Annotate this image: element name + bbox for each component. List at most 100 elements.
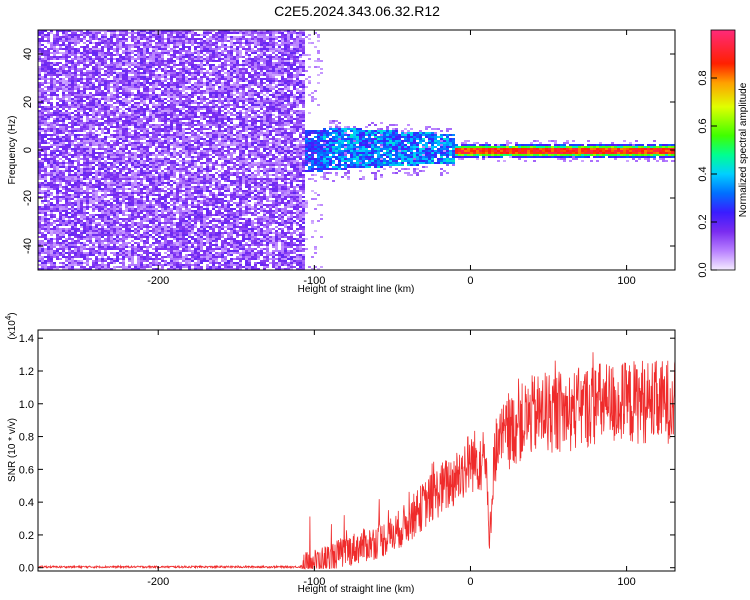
heatmap-cell bbox=[188, 82, 191, 84]
heatmap-cell bbox=[95, 196, 98, 198]
heatmap-cell bbox=[134, 236, 137, 238]
heatmap-cell bbox=[137, 236, 140, 238]
heatmap-cell bbox=[107, 90, 110, 92]
heatmap-cell bbox=[179, 224, 182, 226]
heatmap-cell bbox=[95, 242, 98, 244]
heatmap-cell bbox=[83, 140, 86, 142]
heatmap-cell bbox=[143, 268, 146, 270]
heatmap-cell bbox=[125, 152, 128, 154]
heatmap-cell bbox=[152, 92, 155, 94]
heatmap-cell bbox=[107, 70, 110, 72]
heatmap-cell bbox=[80, 224, 83, 226]
heatmap-cell bbox=[188, 68, 191, 70]
heatmap-cell bbox=[56, 228, 59, 230]
heatmap-cell bbox=[44, 250, 47, 252]
heatmap-cell bbox=[140, 152, 143, 154]
heatmap-cell bbox=[41, 40, 44, 42]
heatmap-cell bbox=[125, 64, 128, 66]
heatmap-cell bbox=[113, 166, 116, 168]
heatmap-cell bbox=[71, 210, 74, 212]
heatmap-cell bbox=[176, 76, 179, 78]
heatmap-cell bbox=[74, 202, 77, 204]
heatmap-cell bbox=[104, 162, 107, 164]
heatmap-cell bbox=[74, 92, 77, 94]
heatmap-cell bbox=[182, 32, 185, 34]
heatmap-cell bbox=[77, 242, 80, 244]
heatmap-cell bbox=[68, 92, 71, 94]
heatmap-cell bbox=[161, 46, 164, 48]
heatmap-cell bbox=[155, 166, 158, 168]
heatmap-cell bbox=[56, 48, 59, 50]
heatmap-cell bbox=[146, 160, 149, 162]
heatmap-cell bbox=[161, 94, 164, 96]
heatmap-cell bbox=[185, 256, 188, 258]
heatmap-cell bbox=[98, 172, 101, 174]
heatmap-cell bbox=[41, 108, 44, 110]
heatmap-cell bbox=[56, 162, 59, 164]
heatmap-cell bbox=[179, 132, 182, 134]
heatmap-cell bbox=[110, 180, 113, 182]
heatmap-cell bbox=[104, 268, 107, 270]
heatmap-cell bbox=[113, 146, 116, 148]
heatmap-cell bbox=[164, 152, 167, 154]
heatmap-cell bbox=[41, 50, 44, 52]
heatmap-cell bbox=[119, 240, 122, 242]
heatmap-cell bbox=[131, 92, 134, 94]
heatmap-cell bbox=[164, 156, 167, 158]
heatmap-cell bbox=[44, 116, 47, 118]
heatmap-cell bbox=[179, 180, 182, 182]
heatmap-cell bbox=[113, 88, 116, 90]
heatmap-cell bbox=[185, 194, 188, 196]
heatmap-cell bbox=[56, 102, 59, 104]
heatmap-cell bbox=[59, 84, 62, 86]
heatmap-cell bbox=[131, 206, 134, 208]
heatmap-cell bbox=[155, 88, 158, 90]
heatmap-cell bbox=[110, 136, 113, 138]
heatmap-cell bbox=[158, 30, 161, 32]
heatmap-cell bbox=[116, 202, 119, 204]
heatmap-cell bbox=[110, 44, 113, 46]
heatmap-cell bbox=[149, 144, 152, 146]
heatmap-cell bbox=[143, 186, 146, 188]
heatmap-cell bbox=[149, 32, 152, 34]
heatmap-cell bbox=[41, 30, 44, 32]
heatmap-cell bbox=[98, 244, 101, 246]
heatmap-cell bbox=[125, 230, 128, 232]
heatmap-cell bbox=[113, 68, 116, 70]
heatmap-cell bbox=[134, 174, 137, 176]
heatmap-cell bbox=[134, 134, 137, 136]
heatmap-cell bbox=[77, 256, 80, 258]
heatmap-cell bbox=[185, 116, 188, 118]
heatmap-cell bbox=[134, 70, 137, 72]
heatmap-cell bbox=[104, 92, 107, 94]
heatmap-cell bbox=[65, 96, 68, 98]
heatmap-cell bbox=[143, 224, 146, 226]
heatmap-cell bbox=[77, 52, 80, 54]
heatmap-cell bbox=[134, 124, 137, 126]
heatmap-cell bbox=[92, 192, 95, 194]
heatmap-cell bbox=[113, 208, 116, 210]
heatmap-cell bbox=[170, 84, 173, 86]
heatmap-cell bbox=[182, 206, 185, 208]
heatmap-cell bbox=[173, 52, 176, 54]
heatmap-cell bbox=[101, 208, 104, 210]
heatmap-cell bbox=[86, 218, 89, 220]
heatmap-cell bbox=[167, 106, 170, 108]
heatmap-cell bbox=[110, 48, 113, 50]
heatmap-cell bbox=[137, 102, 140, 104]
heatmap-cell bbox=[98, 224, 101, 226]
heatmap-cell bbox=[143, 252, 146, 254]
heatmap-cell bbox=[74, 172, 77, 174]
heatmap-cell bbox=[110, 240, 113, 242]
heatmap-cell bbox=[161, 54, 164, 56]
heatmap-cell bbox=[173, 176, 176, 178]
heatmap-cell bbox=[182, 236, 185, 238]
heatmap-cell bbox=[65, 162, 68, 164]
heatmap-cell bbox=[41, 60, 44, 62]
heatmap-cell bbox=[68, 232, 71, 234]
heatmap-cell bbox=[149, 158, 152, 160]
heatmap-cell bbox=[164, 44, 167, 46]
heatmap-cell bbox=[152, 30, 155, 32]
heatmap-cell bbox=[77, 198, 80, 200]
heatmap-cell bbox=[137, 124, 140, 126]
